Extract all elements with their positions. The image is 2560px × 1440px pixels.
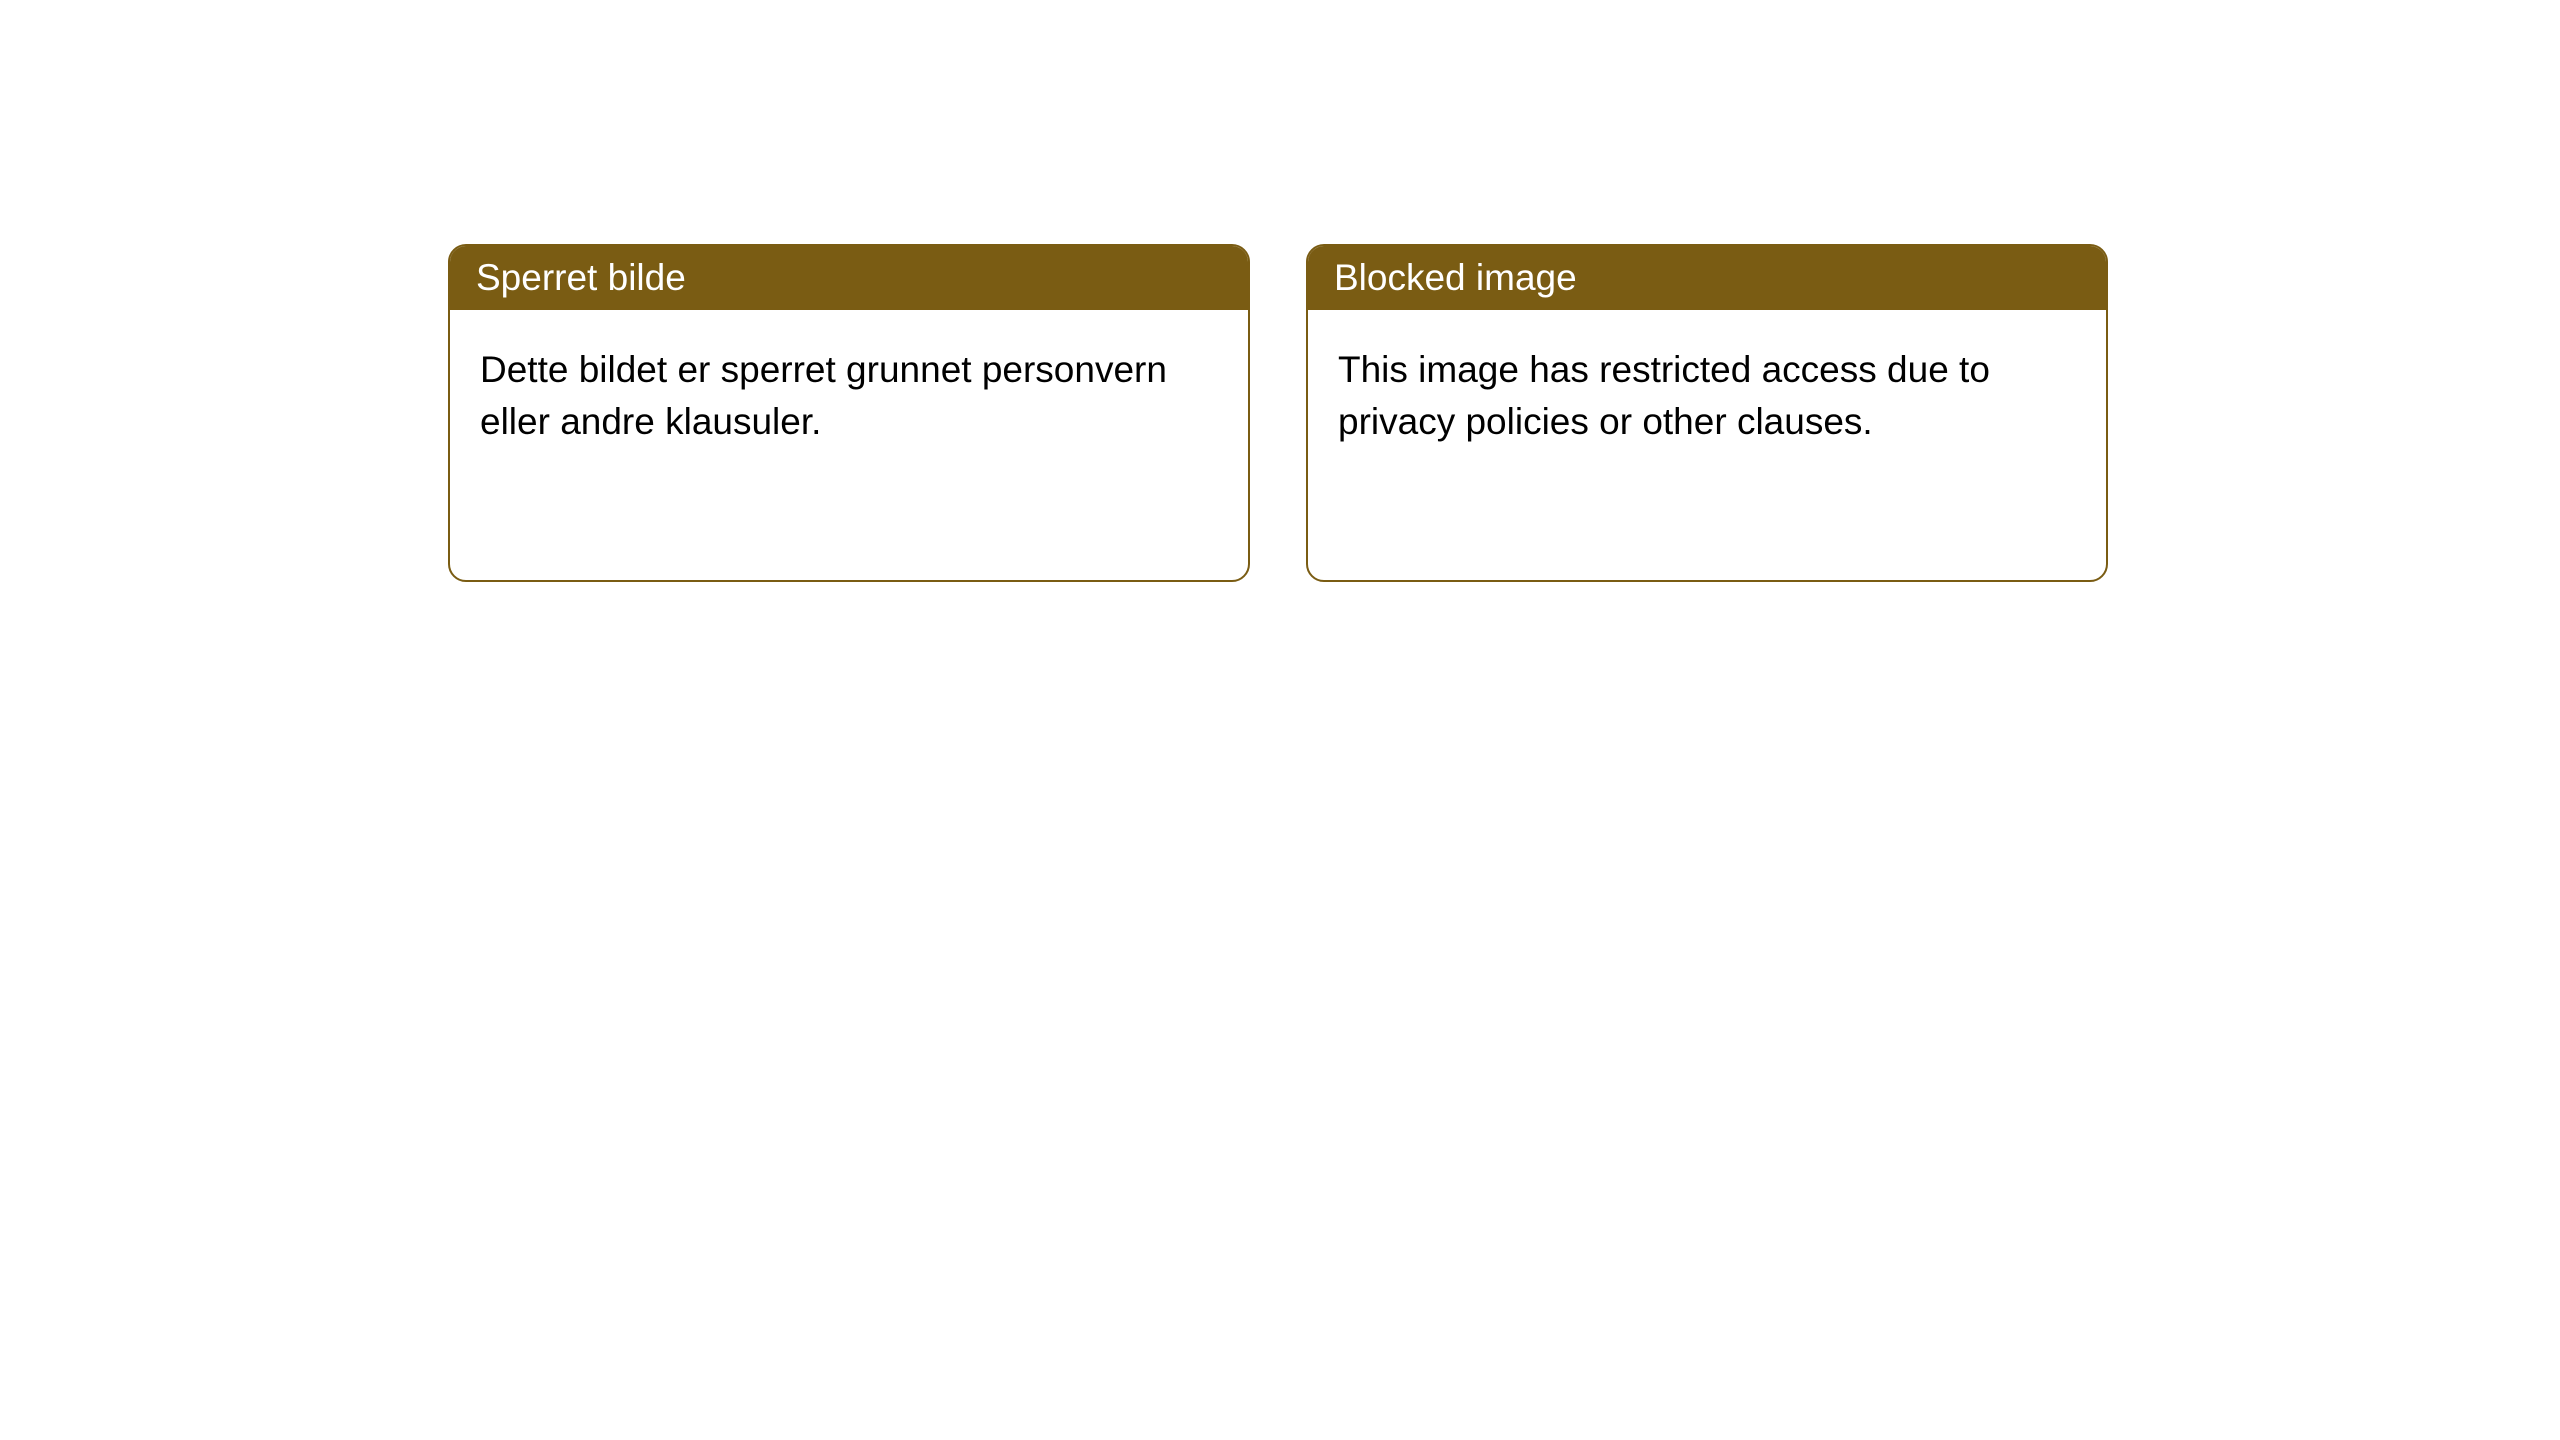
- card-body-text: This image has restricted access due to …: [1338, 349, 1990, 442]
- card-body: This image has restricted access due to …: [1308, 310, 2106, 580]
- notice-card-no: Sperret bilde Dette bildet er sperret gr…: [448, 244, 1250, 582]
- card-body-text: Dette bildet er sperret grunnet personve…: [480, 349, 1167, 442]
- notice-card-en: Blocked image This image has restricted …: [1306, 244, 2108, 582]
- card-header: Sperret bilde: [450, 246, 1248, 310]
- card-title: Blocked image: [1334, 257, 1577, 298]
- card-header: Blocked image: [1308, 246, 2106, 310]
- card-title: Sperret bilde: [476, 257, 686, 298]
- notice-container: Sperret bilde Dette bildet er sperret gr…: [0, 0, 2560, 582]
- card-body: Dette bildet er sperret grunnet personve…: [450, 310, 1248, 580]
